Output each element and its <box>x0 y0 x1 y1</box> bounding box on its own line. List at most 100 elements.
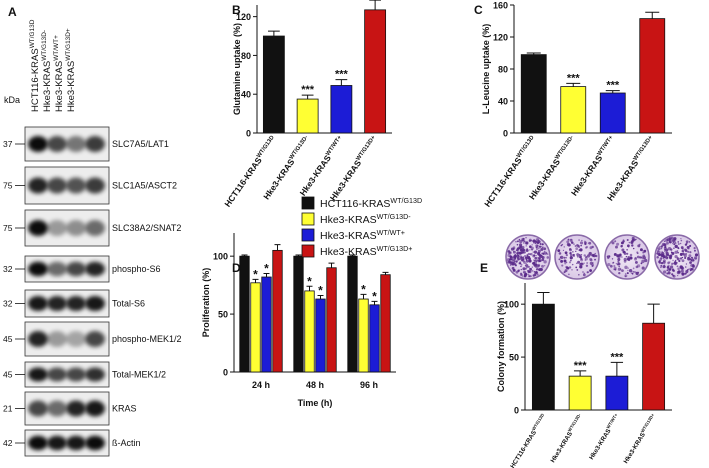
blot-band <box>85 261 105 277</box>
colony <box>689 251 692 254</box>
colony <box>680 239 683 242</box>
colony <box>571 263 574 266</box>
x-axis-label: Time (h) <box>298 398 333 408</box>
colony <box>515 270 519 274</box>
colony <box>576 255 579 258</box>
x-tick-label: Hke3-KRASWT/G13D+ <box>621 412 658 465</box>
blot-band <box>47 400 67 417</box>
colony <box>575 247 579 251</box>
colony <box>660 261 664 265</box>
colony <box>667 264 670 268</box>
protein-label: ß-Actin <box>112 438 141 448</box>
colony <box>535 244 539 248</box>
colony <box>681 259 685 263</box>
x-tick-label: 96 h <box>360 380 378 390</box>
protein-label: phospho-MEK1/2 <box>112 334 182 344</box>
colony <box>564 269 568 273</box>
colony <box>565 253 568 257</box>
colony <box>671 251 675 255</box>
y-tick-label: 120 <box>236 12 251 22</box>
protein-label: Total-S6 <box>112 299 145 309</box>
colony <box>621 256 623 258</box>
panel-letter: D <box>232 261 241 275</box>
colony <box>656 252 659 255</box>
colony <box>588 251 592 255</box>
colony <box>680 269 684 273</box>
significance: *** <box>606 80 620 92</box>
colony <box>673 243 676 246</box>
colony <box>580 258 584 262</box>
y-tick-label: 80 <box>498 65 508 75</box>
colony <box>618 272 621 275</box>
colony <box>575 250 577 253</box>
significance: *** <box>567 72 581 84</box>
colony <box>636 255 640 259</box>
colony <box>611 241 615 245</box>
colony <box>532 239 536 243</box>
blot-band <box>47 220 67 236</box>
colony <box>508 260 511 264</box>
x-tick-label-sup: WT/G13D- <box>289 135 310 161</box>
protein-label: SLC7A5/LAT1 <box>112 139 169 149</box>
colony <box>641 266 645 270</box>
colony <box>539 268 543 272</box>
colony <box>582 271 584 273</box>
colony <box>560 259 564 263</box>
lane-label-sup: WT/G13D- <box>41 30 48 61</box>
colony <box>569 259 572 262</box>
colony <box>515 260 518 263</box>
blot-band <box>28 435 48 451</box>
colony <box>632 247 635 250</box>
error-bar <box>267 30 280 37</box>
colony <box>636 251 639 254</box>
colony <box>523 261 526 264</box>
blot-band <box>85 367 105 382</box>
legend-label-base: Hke3-KRAS <box>320 214 377 226</box>
blot-band <box>85 136 105 152</box>
colony <box>520 259 524 262</box>
colony <box>683 272 687 275</box>
lane-label-sup: WT/WT+ <box>53 35 60 61</box>
significance: *** <box>301 84 315 96</box>
marker-label: 21 <box>3 404 13 414</box>
colony <box>627 245 629 247</box>
significance: * <box>264 262 269 276</box>
colony <box>660 264 663 267</box>
blot-band <box>28 261 48 277</box>
colony <box>595 254 598 258</box>
colony <box>621 248 625 252</box>
x-tick-label: 48 h <box>306 380 324 390</box>
colony <box>566 240 570 244</box>
colony <box>512 246 516 249</box>
colony <box>587 254 589 256</box>
colony <box>674 242 677 244</box>
colony <box>659 245 661 248</box>
colony <box>634 260 638 264</box>
colony <box>613 252 617 256</box>
colony <box>693 247 696 250</box>
colony <box>685 240 689 244</box>
blot-band <box>66 331 86 347</box>
colony <box>528 256 531 258</box>
colony <box>627 269 629 272</box>
bar <box>330 85 353 134</box>
colony <box>529 252 533 256</box>
colony <box>672 259 674 262</box>
colony <box>516 243 519 246</box>
colony <box>677 252 679 254</box>
colony <box>577 260 581 264</box>
colony <box>638 256 642 259</box>
colony <box>642 249 646 253</box>
x-tick-label-base: Hke3-KRAS <box>622 432 646 465</box>
colony <box>663 240 666 243</box>
colony <box>682 251 684 253</box>
colony <box>673 237 677 241</box>
colony <box>532 251 534 253</box>
panel-letter: C <box>474 3 483 17</box>
colony <box>564 262 567 265</box>
colony <box>679 257 683 260</box>
colony <box>527 265 530 268</box>
colony <box>627 267 629 269</box>
bar <box>364 9 387 134</box>
